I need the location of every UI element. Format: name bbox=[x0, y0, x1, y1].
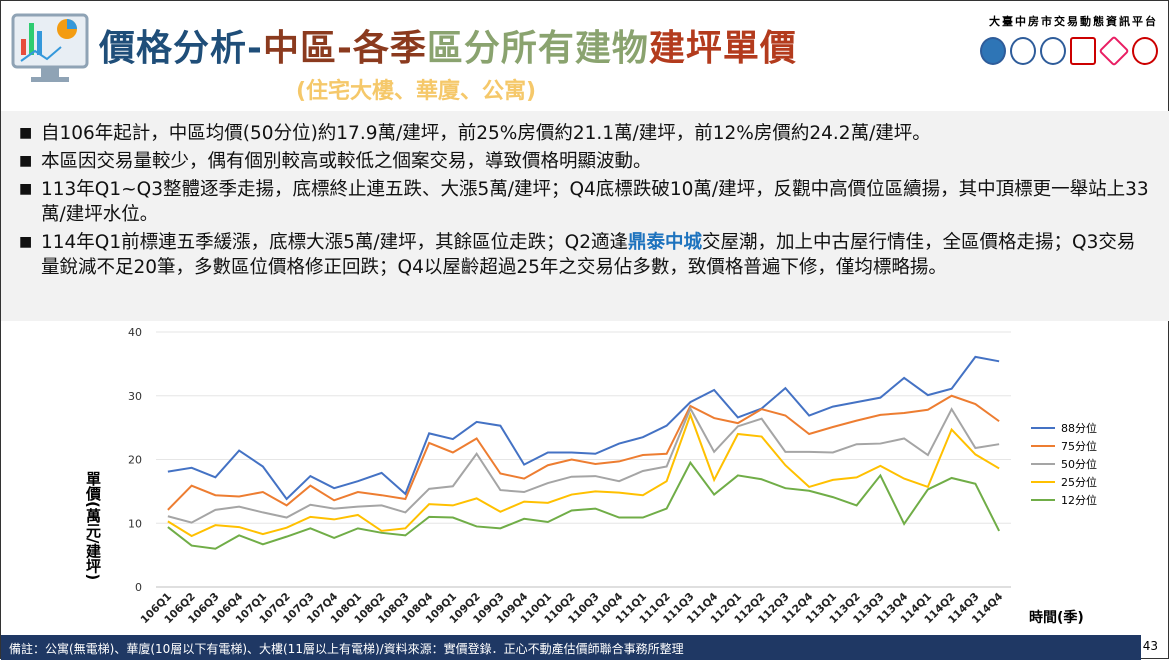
ctreaa-logo-icon bbox=[1132, 37, 1158, 65]
series-line bbox=[167, 355, 1000, 501]
bullet-text-part: 交屋潮，加上中古屋行情佳，全區價格走揚；Q3交易量銳減不足20筆，多數區位價格修… bbox=[41, 232, 1136, 278]
legend-swatch bbox=[1031, 463, 1055, 465]
legend-item: 75分位 bbox=[1031, 437, 1097, 455]
footer-note: 備註：公寓(無電梯)、華廈(10層以下有電梯)、大樓(11層以上有電梯)/資料來… bbox=[1, 635, 1141, 660]
title-part: 價格分析- bbox=[99, 28, 263, 69]
x-axis-label: 時間(季) bbox=[1029, 610, 1084, 626]
legend-label: 88分位 bbox=[1061, 422, 1097, 435]
association-logo-icon bbox=[1040, 37, 1066, 65]
legend-swatch bbox=[1031, 481, 1055, 483]
legend-label: 12分位 bbox=[1061, 494, 1097, 507]
taichung-logo-icon bbox=[1070, 37, 1096, 65]
legend-label: 50分位 bbox=[1061, 458, 1097, 471]
legend-swatch bbox=[1031, 427, 1055, 429]
header: 價格分析-中區-各季區分所有建物建坪單價 (住宅大樓、華廈、公寓) 大臺中房市交… bbox=[1, 1, 1169, 111]
partner-logos bbox=[980, 35, 1158, 67]
bullet-text: 114年Q1前標連五季緩漲，底標大漲5萬/建坪，其餘區位走跌；Q2適逢鼎泰中城交… bbox=[41, 230, 1152, 280]
series-line bbox=[167, 394, 1000, 511]
bullet-text: 自106年起計，中區均價(50分位)約17.9萬/建坪，前25%房價約21.1萬… bbox=[41, 123, 931, 144]
title-part: 建坪單價 bbox=[648, 28, 797, 69]
y-tick-label: 40 bbox=[128, 326, 142, 339]
series-line bbox=[167, 411, 1000, 538]
page-title: 價格分析-中區-各季區分所有建物建坪單價 bbox=[99, 19, 797, 71]
legend-swatch bbox=[1031, 445, 1055, 447]
legend: 88分位 75分位 50分位 25分位 12分位 bbox=[1031, 419, 1097, 509]
analytics-monitor-icon bbox=[11, 13, 89, 82]
page-number: 43 bbox=[1142, 639, 1158, 653]
y-tick-label: 30 bbox=[128, 390, 142, 403]
bullet-text: 本區因交易量較少，偶有個別較高或較低之個案交易，導致價格明顯波動。 bbox=[41, 151, 652, 172]
y-axis-label: 單價(萬元/建坪) bbox=[84, 471, 102, 581]
legend-item: 25分位 bbox=[1031, 473, 1097, 491]
legend-label: 75分位 bbox=[1061, 440, 1097, 453]
series-line bbox=[167, 460, 1001, 550]
bullet-item: ■ 本區因交易量較少，偶有個別較高或較低之個案交易，導致價格明顯波動。 bbox=[19, 151, 652, 172]
title-part: 區分所有建物 bbox=[426, 28, 649, 69]
legend-item: 88分位 bbox=[1031, 419, 1097, 437]
bullet-item: ■ 自106年起計，中區均價(50分位)約17.9萬/建坪，前25%房價約21.1… bbox=[19, 123, 931, 144]
legend-item: 12分位 bbox=[1031, 491, 1097, 509]
subtitle: (住宅大樓、華廈、公寓) bbox=[296, 79, 537, 104]
bullet-text-part: 114年Q1前標連五季緩漲，底標大漲5萬/建坪，其餘區位走跌；Q2適逢 bbox=[41, 232, 628, 253]
summary-box: ■ 自106年起計，中區均價(50分位)約17.9萬/建坪，前25%房價約21.1… bbox=[1, 111, 1169, 321]
platform-name: 大臺中房市交易動態資訊平台 bbox=[989, 15, 1158, 28]
highlight-project: 鼎泰中城 bbox=[627, 232, 702, 253]
bullet-item: ■ 114年Q1前標連五季緩漲，底標大漲5萬/建坪，其餘區位走跌；Q2適逢鼎泰中城… bbox=[19, 230, 1152, 280]
title-part: 中區-各季 bbox=[262, 28, 427, 69]
y-tick-label: 0 bbox=[135, 581, 142, 594]
legend-item: 50分位 bbox=[1031, 455, 1097, 473]
trda-logo-icon bbox=[980, 37, 1006, 65]
bullet-item: ■ 113年Q1~Q3整體逐季走揚，底標終止連五跌、大漲5萬/建坪；Q4底標跌破1… bbox=[19, 177, 1152, 227]
legend-label: 25分位 bbox=[1061, 476, 1097, 489]
legend-swatch bbox=[1031, 499, 1055, 501]
bullet-text: 113年Q1~Q3整體逐季走揚，底標終止連五跌、大漲5萬/建坪；Q4底標跌破10… bbox=[41, 179, 1149, 225]
series-line bbox=[167, 406, 1000, 524]
association-logo-icon bbox=[1010, 37, 1036, 65]
y-tick-label: 20 bbox=[128, 454, 142, 467]
y-tick-label: 10 bbox=[128, 517, 142, 530]
